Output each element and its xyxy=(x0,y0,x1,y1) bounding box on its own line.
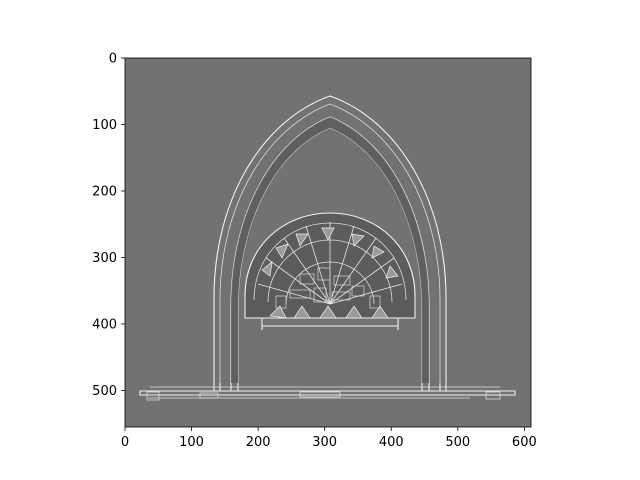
x-tick-label: 400 xyxy=(379,435,404,450)
y-tick-label: 0 xyxy=(109,52,117,67)
y-tick-label: 500 xyxy=(92,384,117,399)
x-tick-label: 600 xyxy=(512,435,537,450)
y-tick-label: 400 xyxy=(92,317,117,332)
x-tick-label: 500 xyxy=(445,435,470,450)
rose-outer-edge xyxy=(244,212,416,319)
column-edges xyxy=(213,383,447,391)
arch-outer-edge xyxy=(213,95,447,383)
image-area xyxy=(125,58,531,427)
x-tick-label: 0 xyxy=(121,435,129,450)
y-axis: 0 100 200 300 400 500 xyxy=(92,52,125,399)
x-tick-label: 300 xyxy=(312,435,337,450)
x-tick-label: 100 xyxy=(179,435,204,450)
y-tick-label: 200 xyxy=(92,184,117,199)
x-axis: 0 100 200 300 400 500 600 xyxy=(121,427,537,450)
y-tick-label: 100 xyxy=(92,118,117,133)
rose-petals xyxy=(261,227,399,319)
y-tick-label: 300 xyxy=(92,251,117,266)
rose-center-detail xyxy=(275,267,381,309)
arch-outer-edge-2 xyxy=(219,103,441,383)
plot-frame xyxy=(124,57,532,428)
x-tick-label: 200 xyxy=(246,435,271,450)
rose-ornament xyxy=(244,212,416,330)
ground-edges xyxy=(139,386,516,401)
rose-base-edge xyxy=(261,318,399,330)
